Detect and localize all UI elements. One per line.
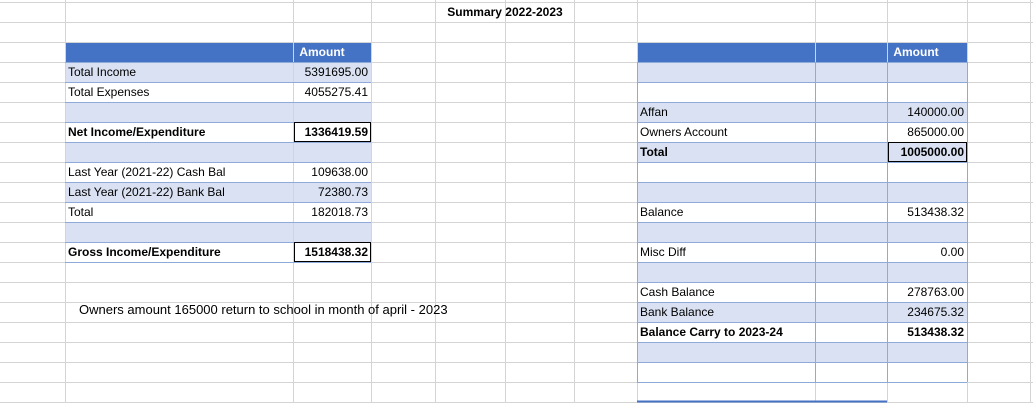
row-owners-account-value: 865000.00: [907, 125, 964, 139]
row-owners-account-label: Owners Account: [640, 125, 728, 139]
left-amount-header: Amount: [299, 45, 345, 59]
header-fill-left: [65, 42, 371, 62]
row-total-income-value: 5391695.00: [304, 65, 368, 79]
row-last-year-bank-label: Last Year (2021-22) Bank Bal: [68, 185, 225, 199]
row-total-expenses-value: 4055275.41: [304, 85, 368, 99]
row-cash-balance-label: Cash Balance: [640, 285, 715, 299]
row-bank-balance-label: Bank Balance: [640, 305, 715, 319]
row-last-year-cash-label: Last Year (2021-22) Cash Bal: [68, 165, 226, 179]
row-cash-balance-value: 278763.00: [907, 285, 964, 299]
row-affan-label: Affan: [640, 105, 668, 119]
row-misc-diff-value: 0.00: [940, 245, 964, 259]
row-total-income-label: Total Income: [68, 65, 137, 79]
row-total-expenses-label: Total Expenses: [68, 85, 150, 99]
row-misc-diff-label: Misc Diff: [640, 245, 686, 259]
right-amount-header: Amount: [893, 45, 939, 59]
row-total-label: Total: [68, 205, 94, 219]
row-balance-label: Balance: [640, 205, 684, 219]
row-last-year-bank-value: 72380.73: [317, 185, 368, 199]
row-balance-value: 513438.32: [907, 205, 964, 219]
row-affan-value: 140000.00: [907, 105, 964, 119]
row-right-total-label: Total: [640, 145, 668, 159]
row-carry-forward-label: Balance Carry to 2023-24: [640, 325, 783, 339]
sheet-title: Summary 2022-2023: [447, 5, 563, 19]
note-text: Owners amount 165000 return to school in…: [79, 302, 448, 317]
row-net-income-label: Net Income/Expenditure: [68, 125, 206, 139]
row-gross-income-value: 1518438.32: [304, 245, 368, 259]
row-right-total-value: 1005000.00: [900, 145, 964, 159]
row-total-value: 182018.73: [311, 205, 368, 219]
row-last-year-cash-value: 109638.00: [311, 165, 368, 179]
row-bank-balance-value: 234675.32: [907, 305, 964, 319]
row-carry-forward-value: 513438.32: [907, 325, 964, 339]
row-gross-income-label: Gross Income/Expenditure: [68, 245, 221, 259]
row-net-income-value: 1336419.59: [304, 125, 368, 139]
header-fill-right: [637, 42, 967, 62]
